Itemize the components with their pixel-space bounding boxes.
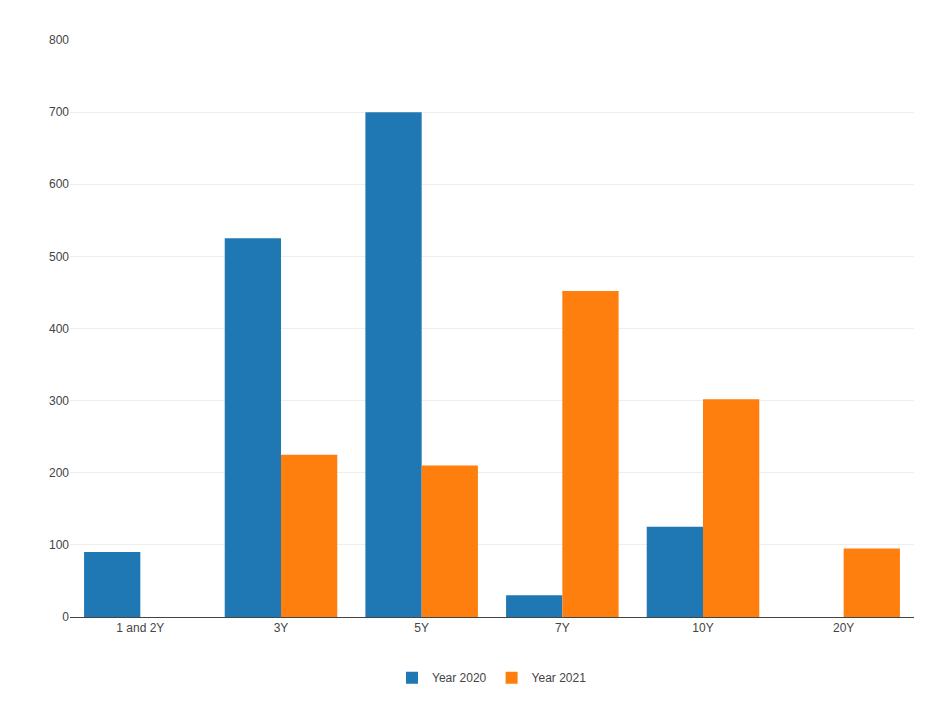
svg-text:20Y: 20Y xyxy=(833,621,854,635)
svg-text:10Y: 10Y xyxy=(692,621,713,635)
svg-text:500: 500 xyxy=(49,250,69,264)
svg-text:300: 300 xyxy=(49,394,69,408)
svg-text:Year 2020: Year 2020 xyxy=(432,671,487,685)
svg-text:800: 800 xyxy=(49,33,69,47)
svg-text:200: 200 xyxy=(49,466,69,480)
svg-text:3Y: 3Y xyxy=(274,621,289,635)
svg-text:0: 0 xyxy=(62,610,69,624)
svg-text:400: 400 xyxy=(49,322,69,336)
svg-text:700: 700 xyxy=(49,105,69,119)
svg-text:1 and 2Y: 1 and 2Y xyxy=(116,621,164,635)
svg-text:7Y: 7Y xyxy=(555,621,570,635)
svg-text:600: 600 xyxy=(49,177,69,191)
svg-text:100: 100 xyxy=(49,538,69,552)
svg-text:Year 2021: Year 2021 xyxy=(532,671,587,685)
svg-text:5Y: 5Y xyxy=(414,621,429,635)
